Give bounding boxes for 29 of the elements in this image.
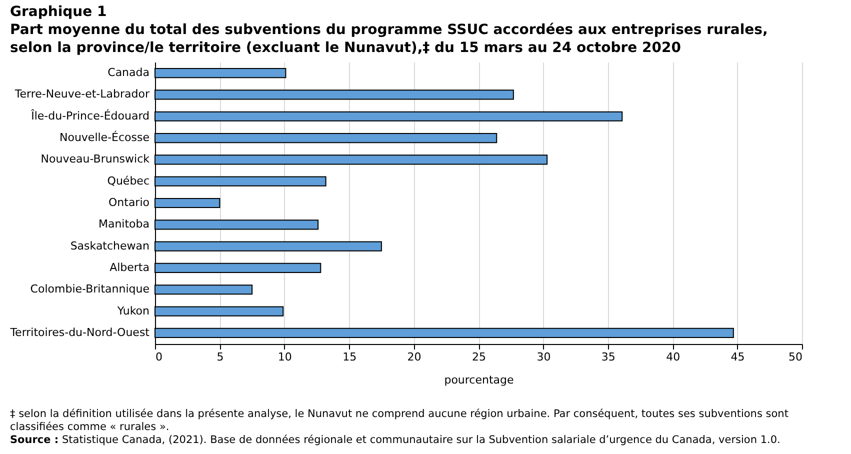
x-axis-title: pourcentage	[444, 374, 514, 386]
x-tick-label: 0	[156, 350, 162, 364]
source-note: Source : Statistique Canada, (2021). Base de données régionale et communautaire sur la Subvention salariale d’urgence du Canada, version 1.0.	[10, 434, 782, 447]
y-tick-label: Manitoba	[98, 218, 150, 231]
y-tick-label: Québec	[107, 174, 150, 188]
x-tick-label: 15	[342, 350, 357, 364]
y-tick-label: Saskatchewan	[70, 239, 150, 252]
x-tick-label: 10	[278, 350, 292, 364]
y-tick-label: Alberta	[110, 260, 150, 274]
y-tick-label: Île-du-Prince-Édouard	[30, 108, 150, 122]
chart-title: Graphique 1	[10, 4, 108, 21]
x-tick-label: 5	[216, 350, 224, 364]
x-tick-label: 30	[536, 350, 551, 364]
y-tick-label: Ontario	[108, 196, 150, 209]
x-tick-label: 40	[666, 350, 680, 364]
chart-subtitle: Part moyenne du total des subventions du programme SSUC accordées aux entreprises rurales, selon la province/le territoire (excluant le Nunavut),‡ du 15 mars au 24 octobre 2020	[10, 21, 769, 57]
y-tick-label: Nouvelle-Écosse	[59, 130, 150, 144]
x-tick-label: 20	[407, 350, 422, 364]
x-tick-label: 35	[601, 350, 616, 364]
y-tick-label: Canada	[108, 66, 150, 80]
y-tick-label: Terre-Neuve-et-Labrador	[14, 88, 150, 101]
y-tick-label: Yukon	[116, 304, 150, 318]
y-tick-label: Colombie-Britannique	[30, 282, 150, 296]
text: ‡ selon la définition utilisée dans la présente analyse, le Nunavut ne comprend aucune région urbaine. Par conséquent, toutes ses subventions sont classifiées comme « rurales ».	[10, 408, 790, 434]
x-tick-label: 25	[472, 350, 486, 364]
x-tick-label: 45	[730, 350, 745, 364]
y-tick-label: Nouveau-Brunswick	[40, 152, 150, 166]
y-tick-label: Territoires-du-Nord-Ouest	[9, 326, 150, 339]
x-tick-label: 50	[788, 350, 802, 364]
